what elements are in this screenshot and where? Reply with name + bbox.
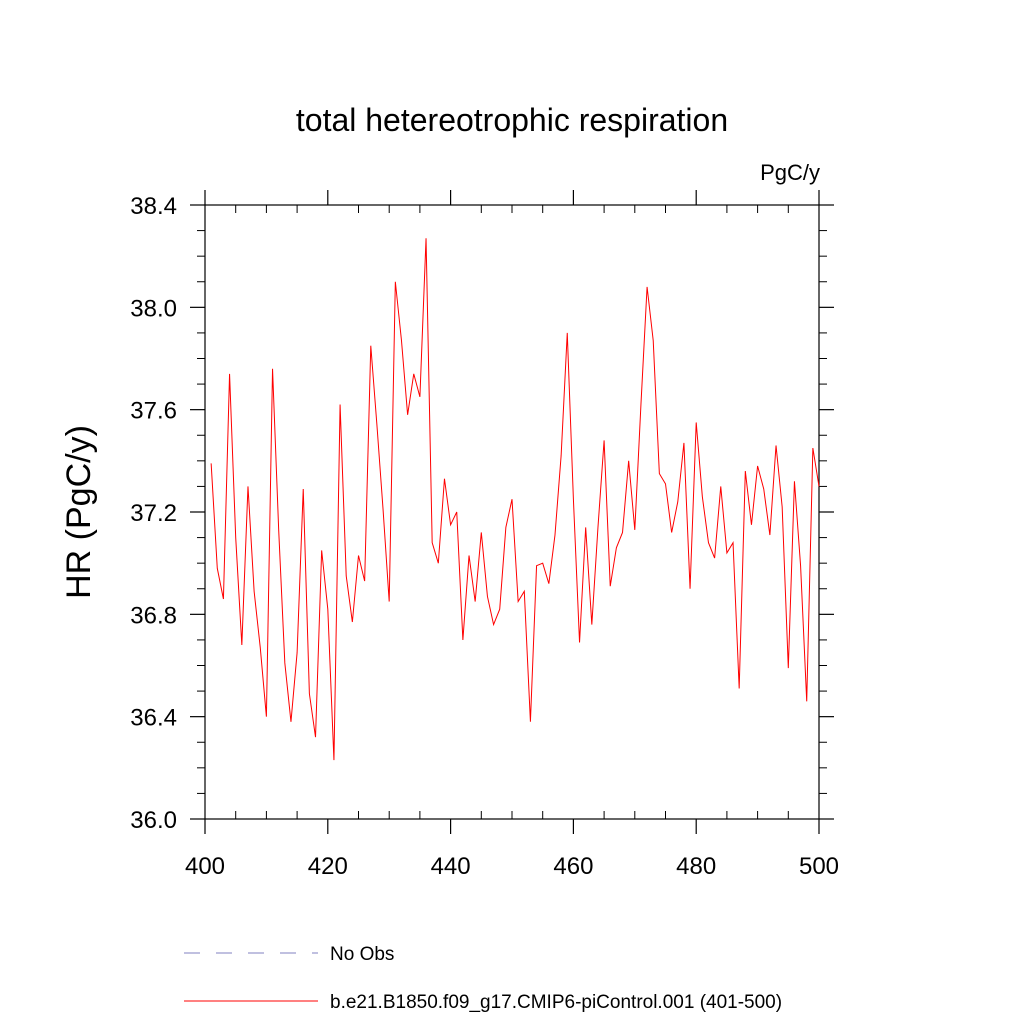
y-tick-label: 38.0 — [130, 295, 177, 322]
y-tick-label: 36.4 — [130, 705, 177, 732]
x-tick-label: 420 — [308, 853, 348, 880]
y-tick-label: 36.8 — [130, 602, 177, 629]
y-tick-label: 36.0 — [130, 807, 177, 834]
y-tick-label: 38.4 — [130, 193, 177, 220]
series-line — [210, 238, 820, 761]
plot-area: 400 420 440 460 480 500 36.0 36.4 36.8 37.2 37.6 38… — [130, 190, 839, 880]
x-tick-label: 400 — [185, 853, 225, 880]
x-tick-label: 480 — [676, 853, 716, 880]
legend: No Obs b.e21.B1850.f09_g17.CMIP6-piContr… — [184, 944, 782, 1013]
chart-title: total hetereotrophic respiration — [296, 102, 728, 138]
x-tick-label: 440 — [431, 853, 471, 880]
x-tick-label: 460 — [553, 853, 593, 880]
legend-label-no-obs: No Obs — [330, 944, 394, 965]
y-axis-label: HR (PgC/y) — [60, 425, 98, 599]
legend-label-model: b.e21.B1850.f09_g17.CMIP6-piControl.001 … — [330, 992, 782, 1013]
units-label: PgC/y — [760, 160, 820, 185]
plot-frame — [204, 204, 820, 820]
y-tick-label: 37.6 — [130, 398, 177, 425]
x-tick-label: 500 — [799, 853, 839, 880]
y-tick-label: 37.2 — [130, 500, 177, 527]
